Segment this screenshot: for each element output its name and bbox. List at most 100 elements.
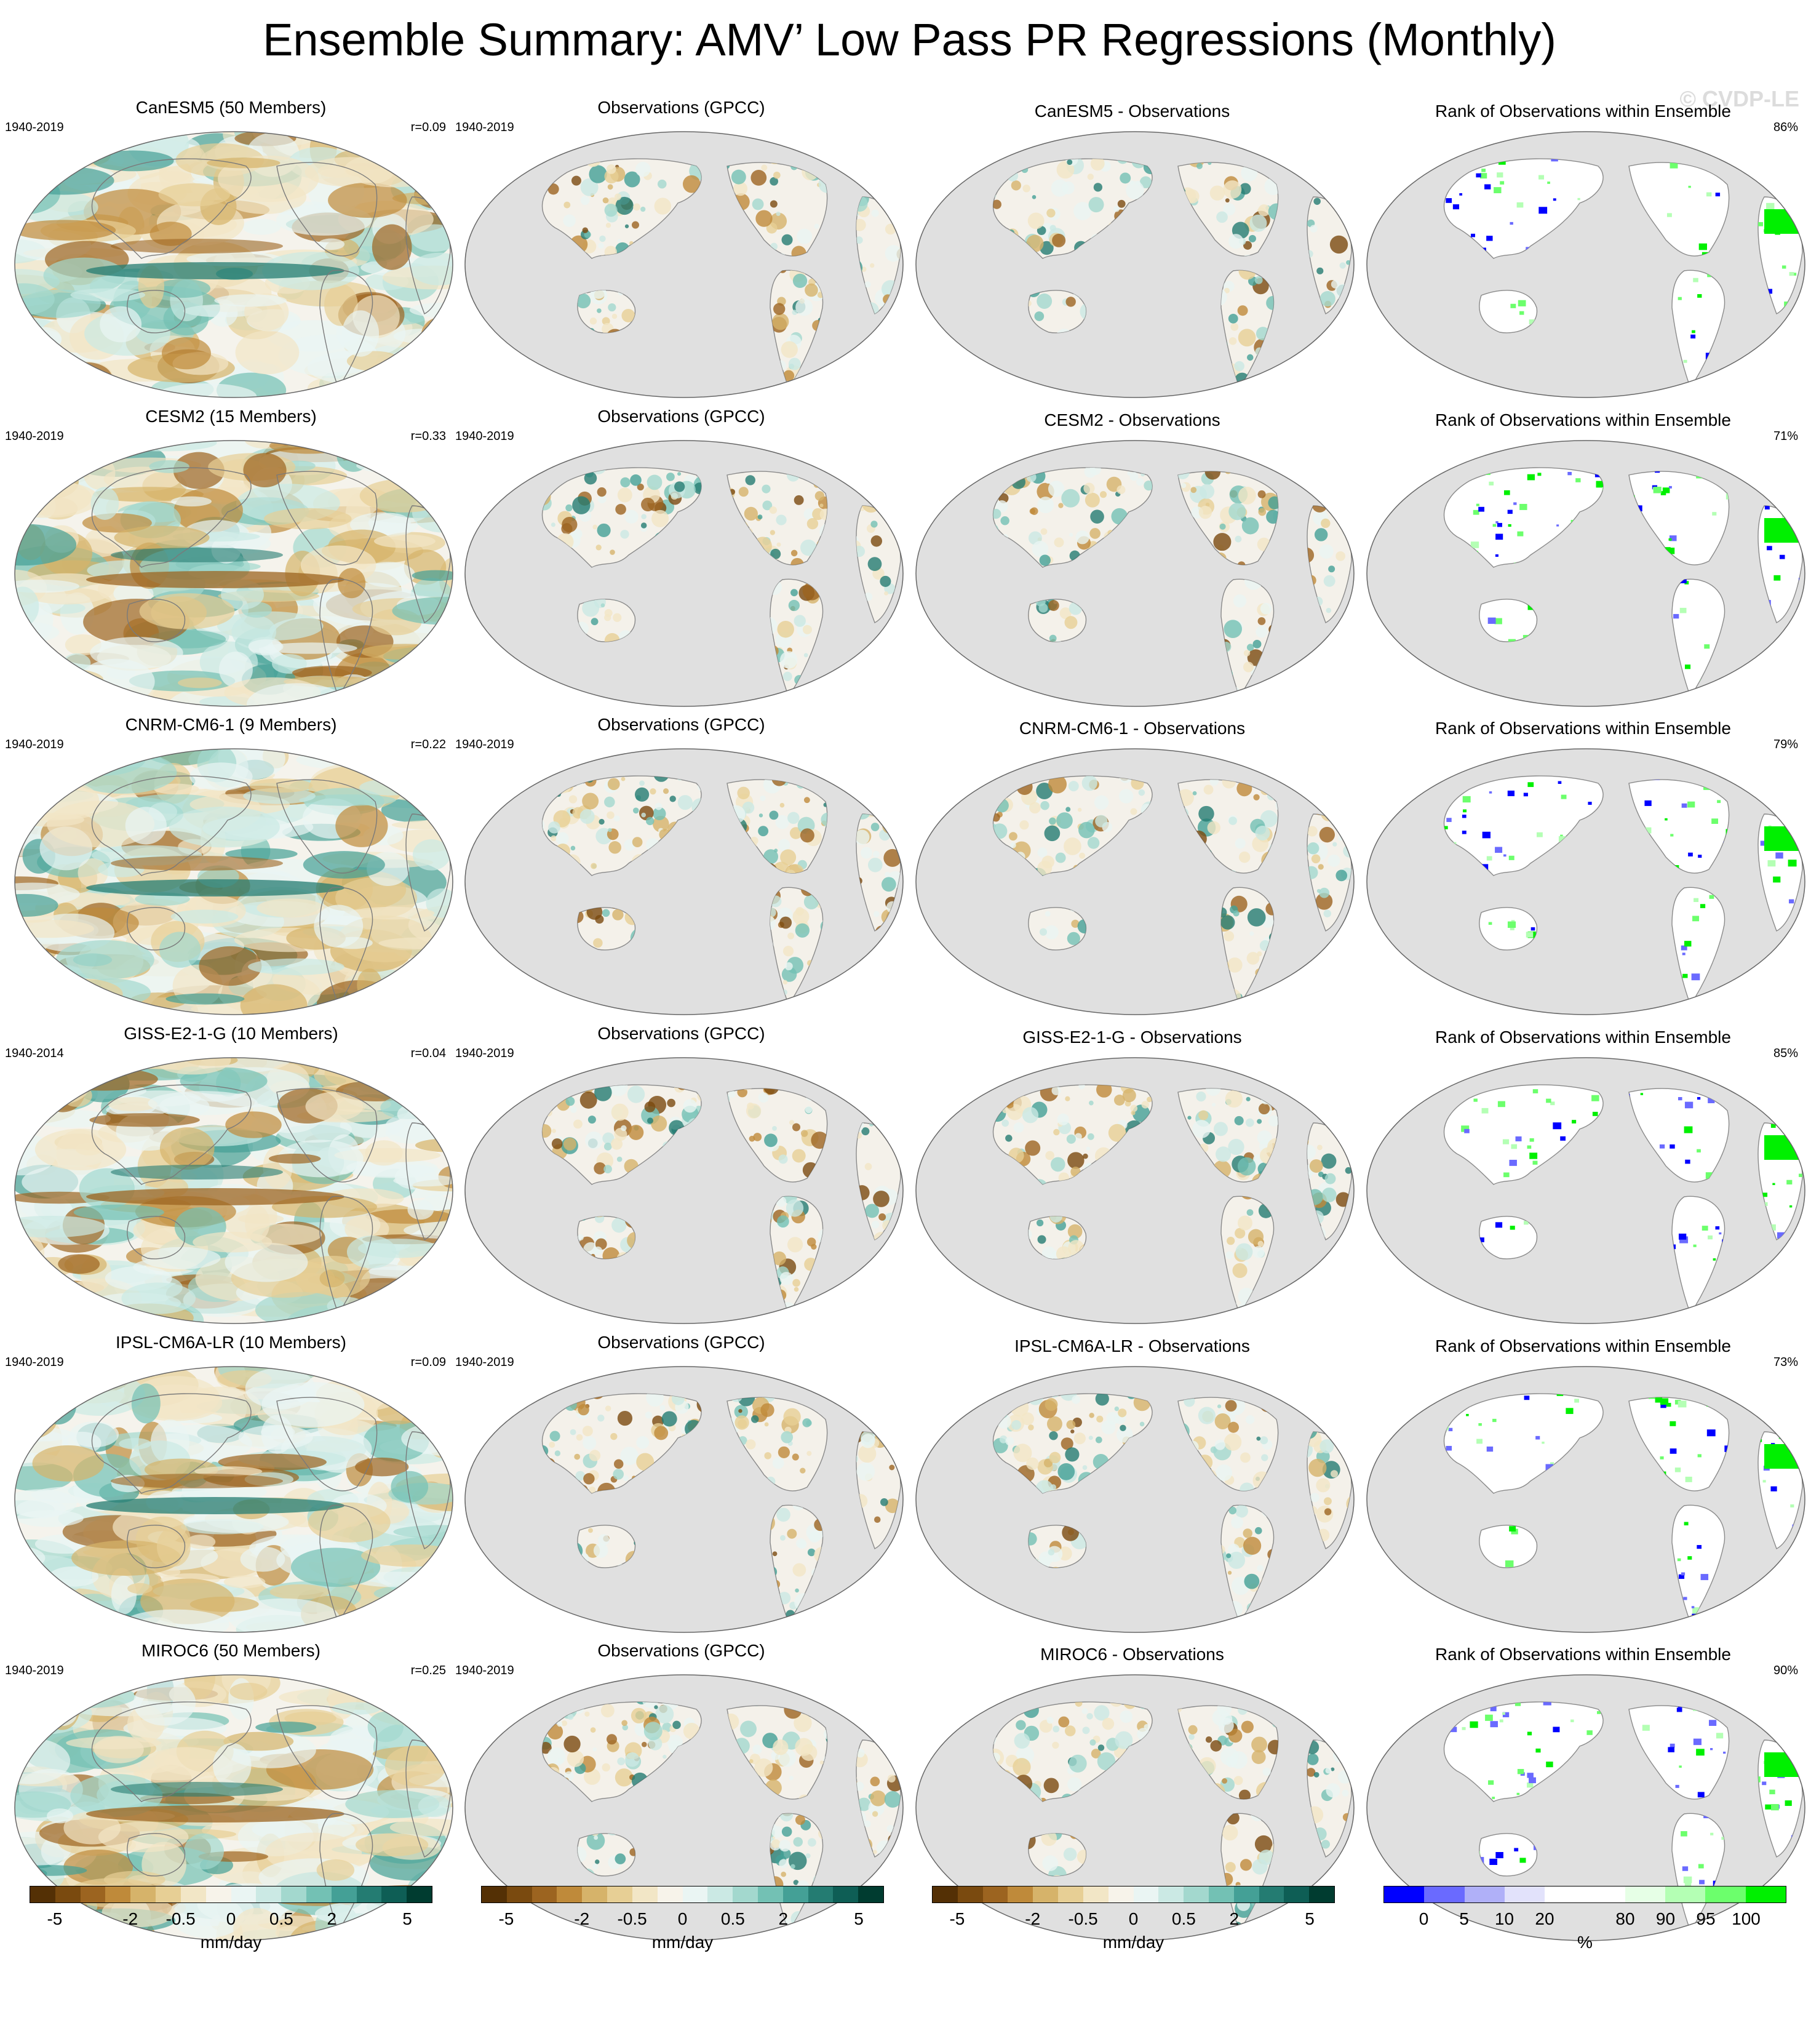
pattern-correlation-label: r=0.25 xyxy=(410,1664,446,1677)
colorbar-swatch xyxy=(1545,1886,1585,1902)
diff-panel-row-4: GISS-E2-1-G - Observations xyxy=(906,1023,1358,1331)
model-map xyxy=(14,131,453,398)
model-panel-row-5: IPSL-CM6A-LR (10 Members) 1940-2019 r=0.09 xyxy=(5,1332,457,1640)
colorbar-tick-label: -0.5 xyxy=(165,1909,196,1928)
diff-map xyxy=(915,440,1355,707)
colorbar-swatch xyxy=(1464,1886,1505,1902)
pattern-correlation-label: r=0.04 xyxy=(410,1047,446,1060)
diff-map xyxy=(915,748,1355,1015)
rank-map xyxy=(1366,440,1805,707)
period-label: 1940-2019 xyxy=(455,738,514,751)
pattern-correlation-label: r=0.22 xyxy=(410,738,446,751)
panel-title: Observations (GPCC) xyxy=(597,1024,765,1043)
colorbar-swatch xyxy=(957,1886,983,1902)
colorbar-tick-label: -5 xyxy=(949,1909,965,1928)
panel-title: CanESM5 (50 Members) xyxy=(135,98,327,117)
colorbar-tick-label: -2 xyxy=(122,1909,138,1928)
colorbar-swatch xyxy=(1665,1886,1706,1902)
panel-title: Observations (GPCC) xyxy=(597,1641,765,1660)
colorbar-swatch xyxy=(782,1886,808,1902)
obs-panel-row-2: Observations (GPCC) 1940-2019 xyxy=(455,406,907,714)
model-panel-row-1: CanESM5 (50 Members) 1940-2019 r=0.09 xyxy=(5,97,457,405)
rank-percent-label: 90% xyxy=(1773,1664,1798,1677)
model-map xyxy=(14,1366,453,1633)
colorbar-tick-label: 0 xyxy=(677,1909,688,1928)
colorbar-swatch xyxy=(557,1886,583,1902)
obs-map xyxy=(464,748,904,1015)
rank-percent-label: 73% xyxy=(1773,1355,1798,1369)
rank-percent-label: 85% xyxy=(1773,1047,1798,1060)
colorbar-swatch xyxy=(80,1886,106,1902)
colorbar-swatch xyxy=(256,1886,282,1902)
panel-title: MIROC6 (50 Members) xyxy=(141,1641,320,1660)
colorbar-tick-label: -2 xyxy=(1025,1909,1041,1928)
colorbar-tick-label: 0.5 xyxy=(269,1909,293,1928)
model-map xyxy=(14,748,453,1015)
colorbar-tick-label: 80 xyxy=(1615,1909,1635,1928)
colorbar-swatch xyxy=(55,1886,81,1902)
period-label: 1940-2019 xyxy=(5,429,64,443)
colorbar-tick-label: 5 xyxy=(854,1909,864,1928)
diff-map xyxy=(915,1366,1355,1633)
colorbar-tick-label: 10 xyxy=(1494,1909,1515,1928)
diff-map xyxy=(915,131,1355,398)
colorbar-unit: mm/day xyxy=(1102,1933,1164,1952)
pattern-correlation-label: r=0.09 xyxy=(410,1355,446,1369)
colorbar-tick-label: 2 xyxy=(1229,1909,1240,1928)
colorbar-tick-label: 0.5 xyxy=(1171,1909,1196,1928)
colorbar-swatch xyxy=(231,1886,257,1902)
obs-map xyxy=(464,1366,904,1633)
colorbar-3: -5 -2 -0.5 0 0.5 2 5 mm/day xyxy=(932,1886,1335,1960)
panel-title: Observations (GPCC) xyxy=(597,1333,765,1352)
colorbar-tick-label: 0 xyxy=(1128,1909,1139,1928)
pattern-correlation-label: r=0.33 xyxy=(410,429,446,443)
panel-title: MIROC6 - Observations xyxy=(1040,1645,1224,1664)
colorbar-swatch xyxy=(1233,1886,1259,1902)
colorbar-tick-label: 100 xyxy=(1732,1909,1761,1928)
colorbar-swatch xyxy=(531,1886,557,1902)
rank-percent-label: 86% xyxy=(1773,121,1798,134)
colorbar-swatch xyxy=(331,1886,357,1902)
model-panel-row-4: GISS-E2-1-G (10 Members) 1940-2014 r=0.04 xyxy=(5,1023,457,1331)
diff-map xyxy=(915,1057,1355,1324)
rank-panel-row-3: Rank of Observations within Ensemble 79% xyxy=(1357,714,1809,1022)
rank-panel-row-4: Rank of Observations within Ensemble 85% xyxy=(1357,1023,1809,1331)
colorbar-swatch xyxy=(407,1886,432,1902)
colorbar-unit: % xyxy=(1577,1933,1593,1952)
panel-title: CESM2 - Observations xyxy=(1044,410,1220,429)
period-label: 1940-2019 xyxy=(455,1664,514,1677)
colorbar-swatch xyxy=(707,1886,733,1902)
colorbar-swatch xyxy=(858,1886,883,1902)
colorbar-swatch xyxy=(1625,1886,1666,1902)
rank-map xyxy=(1366,1057,1805,1324)
rank-panel-row-5: Rank of Observations within Ensemble 73% xyxy=(1357,1332,1809,1640)
colorbar-swatch xyxy=(205,1886,231,1902)
colorbar-swatch xyxy=(1284,1886,1310,1902)
colorbar-swatch xyxy=(657,1886,683,1902)
rank-map xyxy=(1366,748,1805,1015)
colorbar-swatch xyxy=(1158,1886,1184,1902)
rank-map xyxy=(1366,1366,1805,1633)
panel-title: CNRM-CM6-1 (9 Members) xyxy=(125,715,337,734)
panel-title: Rank of Observations within Ensemble xyxy=(1435,1336,1731,1355)
panel-title: CanESM5 - Observations xyxy=(1034,102,1230,121)
colorbar-swatch xyxy=(1108,1886,1134,1902)
rank-panel-row-2: Rank of Observations within Ensemble 71% xyxy=(1357,406,1809,714)
colorbar-swatch xyxy=(1504,1886,1545,1902)
obs-panel-row-3: Observations (GPCC) 1940-2019 xyxy=(455,714,907,1022)
period-label: 1940-2019 xyxy=(455,1047,514,1060)
colorbar-tick-label: 5 xyxy=(1305,1909,1315,1928)
colorbar-swatch xyxy=(156,1886,181,1902)
colorbar-tick-label: -5 xyxy=(47,1909,63,1928)
colorbar-swatch xyxy=(1208,1886,1234,1902)
panel-title: Rank of Observations within Ensemble xyxy=(1435,1028,1731,1047)
colorbar-swatch xyxy=(933,1886,958,1902)
panel-title: Rank of Observations within Ensemble xyxy=(1435,410,1731,429)
colorbar-tick-label: -0.5 xyxy=(617,1909,647,1928)
obs-map xyxy=(464,1057,904,1324)
diff-panel-row-3: CNRM-CM6-1 - Observations xyxy=(906,714,1358,1022)
panel-title: Observations (GPCC) xyxy=(597,407,765,426)
colorbar-tick-label: 0 xyxy=(1419,1909,1429,1928)
colorbar-tick-label: 5 xyxy=(1459,1909,1469,1928)
colorbar-swatch xyxy=(582,1886,608,1902)
